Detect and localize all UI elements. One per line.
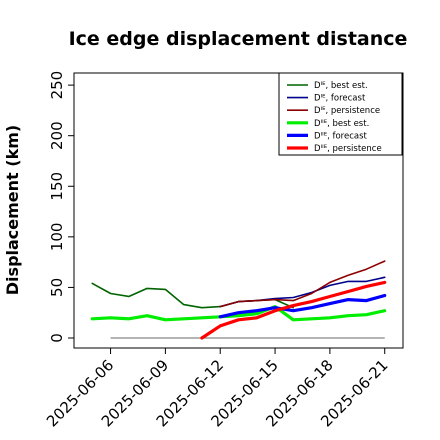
- y-tick-label: 150: [48, 172, 66, 201]
- y-tick-label: 250: [48, 71, 66, 100]
- series-line-6: [200, 280, 387, 340]
- y-tick-label: 50: [48, 278, 66, 297]
- y-axis-label: Displacement (km): [3, 125, 22, 295]
- plot-area-frame: [73, 72, 404, 349]
- series-line-4: [90, 305, 387, 322]
- series-line-1: [91, 282, 295, 309]
- legend-label-5: Dᴵᴵᴱ, forecast: [314, 131, 368, 141]
- y-tick-label: 0: [48, 333, 66, 343]
- legend-label-6: Dᴵᴵᴱ, persistence: [314, 144, 382, 154]
- legend-label-3: Dᴵᴱ, persistence: [314, 106, 380, 116]
- legend-label-2: Dᴵᴱ, forecast: [314, 94, 366, 104]
- legend-label-4: Dᴵᴵᴱ, best est.: [314, 119, 369, 129]
- legend-box: [278, 72, 403, 156]
- series-line-5: [218, 293, 387, 319]
- legend-label-1: Dᴵᴱ, best est.: [314, 81, 368, 91]
- chart-title: Ice edge displacement distance: [69, 28, 408, 50]
- y-tick-label: 200: [48, 121, 66, 150]
- series-line-3: [219, 260, 386, 308]
- y-tick-label: 100: [48, 223, 66, 252]
- series-layer: [90, 260, 387, 340]
- x-axis: 2025-06-062025-06-092025-06-122025-06-15…: [43, 348, 392, 430]
- y-axis: 0 50 100 150 200 250: [48, 71, 74, 343]
- legend: Dᴵᴱ, best est. Dᴵᴱ, forecast Dᴵᴱ, persiste…: [278, 72, 403, 156]
